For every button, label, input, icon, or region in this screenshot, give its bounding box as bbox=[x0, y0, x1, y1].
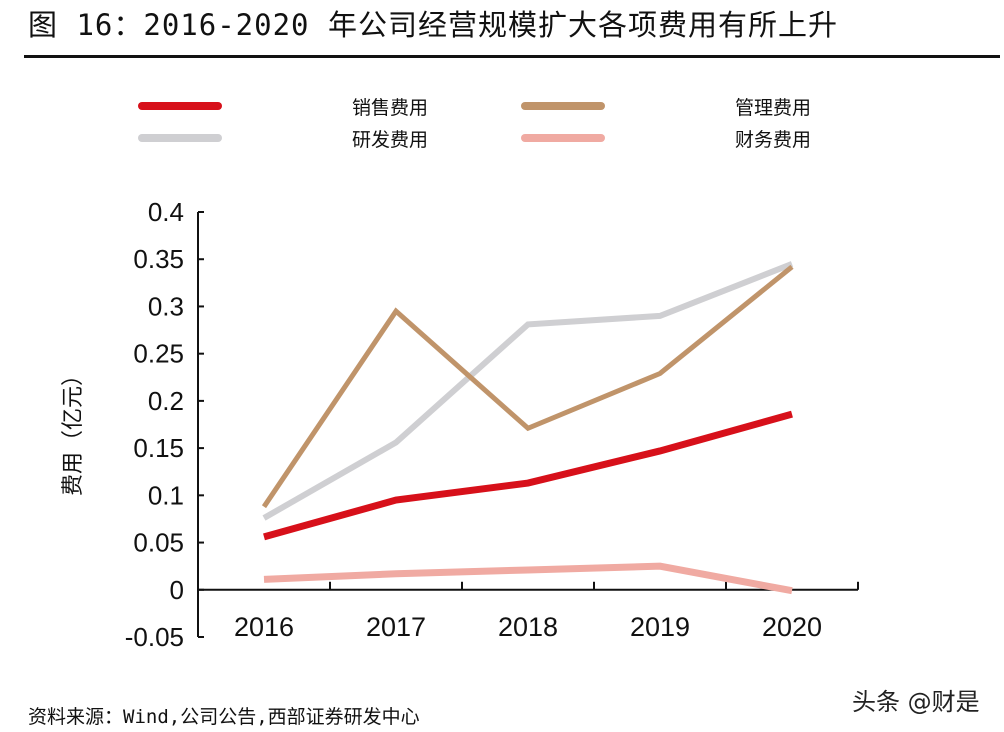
y-tick-label: 0.25 bbox=[133, 339, 184, 369]
axes: -0.05 0 0.05 0.1 0.15 0.2 0.25 0.3 0.35 0.4 2016 20… bbox=[125, 197, 859, 652]
title-divider bbox=[24, 55, 1000, 58]
source-note: 资料来源：Wind,公司公告,西部证券研发中心 bbox=[28, 706, 420, 728]
legend-label: 销售费用 bbox=[352, 97, 428, 119]
x-tick-label: 2018 bbox=[498, 612, 558, 642]
y-axis-label: 费用（亿元） bbox=[61, 364, 86, 496]
chart-title: 图 16：2016-2020 年公司经营规模扩大各项费用有所上升 bbox=[28, 8, 838, 42]
y-tick-label: 0 bbox=[170, 575, 184, 605]
y-tick-label: -0.05 bbox=[125, 622, 184, 652]
x-tick-label: 2017 bbox=[366, 612, 426, 642]
legend-label: 管理费用 bbox=[735, 97, 811, 119]
legend-label: 研发费用 bbox=[352, 129, 428, 151]
legend-label: 财务费用 bbox=[735, 129, 811, 151]
y-tick-label: 0.15 bbox=[133, 433, 184, 463]
y-tick-label: 0.35 bbox=[133, 244, 184, 274]
y-tick-label: 0.05 bbox=[133, 528, 184, 558]
y-tick-label: 0.3 bbox=[148, 291, 184, 321]
x-tick-label: 2019 bbox=[630, 612, 690, 642]
x-tick-label: 2016 bbox=[234, 612, 294, 642]
series-lines bbox=[261, 261, 794, 595]
y-tick-label: 0.1 bbox=[148, 480, 184, 510]
y-tick-label: 0.2 bbox=[148, 386, 184, 416]
x-tick-label: 2020 bbox=[762, 612, 822, 642]
y-tick-label: 0.4 bbox=[148, 197, 184, 227]
watermark: 头条 @财是 bbox=[852, 688, 980, 716]
